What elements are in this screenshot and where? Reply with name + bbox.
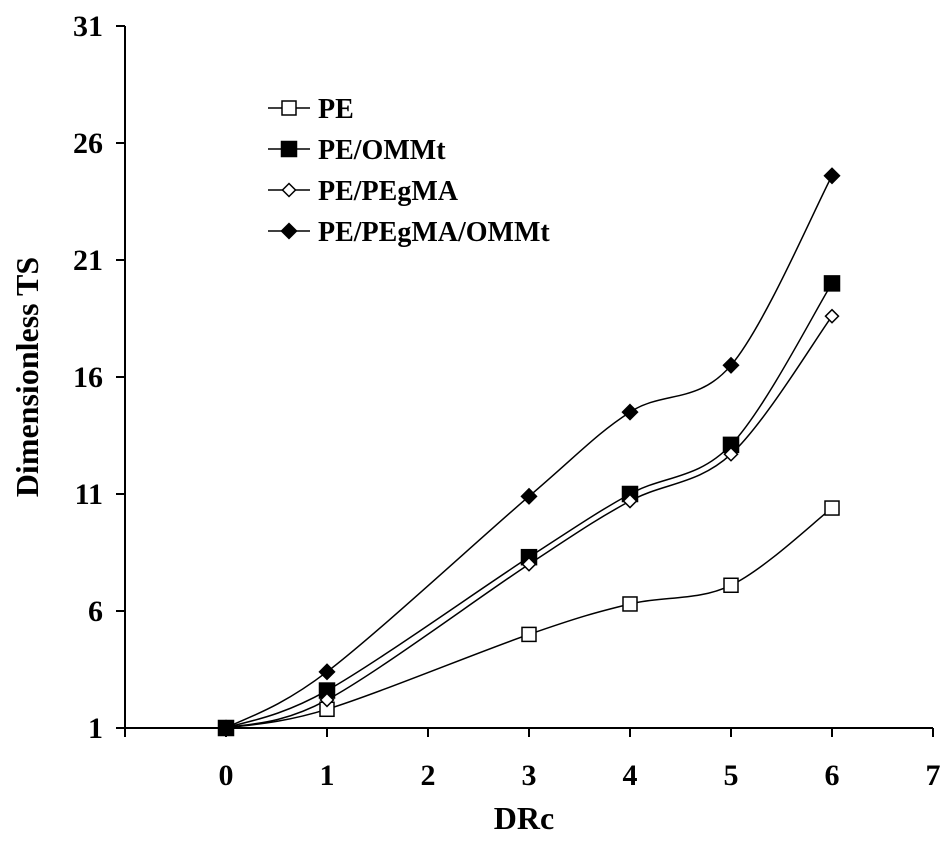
- y-tick-label: 26: [73, 127, 103, 160]
- data-point: [521, 626, 537, 643]
- data-point: [824, 500, 840, 516]
- series-markers: [217, 167, 841, 737]
- data-point: [823, 167, 841, 185]
- legend-label: PE/PEgMA/OMMt: [318, 217, 550, 248]
- data-point: [520, 487, 538, 505]
- data-point: [722, 356, 740, 374]
- series-line-3: [225, 175, 833, 729]
- data-point: [723, 577, 739, 594]
- data-point: [622, 596, 638, 612]
- data-point: [622, 493, 638, 509]
- legend-marker: [281, 182, 297, 198]
- x-tick-label: 3: [522, 759, 537, 792]
- y-axis-title: Dimensionless TS: [9, 257, 45, 497]
- x-axis-title: DRc: [494, 800, 554, 836]
- y-tick-label: 21: [73, 244, 103, 277]
- legend-marker: [280, 140, 298, 158]
- legend-label: PE/PEgMA: [318, 176, 459, 207]
- x-tick-label: 2: [421, 759, 436, 792]
- data-point: [318, 663, 336, 681]
- data-point: [319, 692, 335, 708]
- y-tick-label: 31: [73, 10, 103, 43]
- x-tick-label: 7: [926, 759, 941, 792]
- data-point: [621, 403, 639, 421]
- y-tick-label: 16: [73, 361, 103, 394]
- y-tick-label: 1: [88, 712, 103, 745]
- x-tick-label: 4: [623, 759, 638, 792]
- data-point: [217, 719, 235, 737]
- x-tick-label: 0: [219, 759, 234, 792]
- legend-marker: [280, 222, 298, 240]
- series-line-0: [225, 507, 833, 729]
- y-tick-label: 6: [88, 595, 103, 628]
- axes: [124, 26, 933, 729]
- x-tick-label: 1: [320, 759, 335, 792]
- legend-label: PE: [318, 94, 354, 125]
- series-line-1: [225, 283, 833, 729]
- legend: PE PE/OMMt PE/PEgMA PE/PEgMA/OMMt: [268, 94, 550, 248]
- data-point: [521, 556, 537, 572]
- x-ticks: 0 1 2 3 4 5 6 7: [124, 728, 941, 792]
- data-point: [823, 275, 841, 292]
- y-tick-label: 11: [75, 478, 103, 511]
- series-line-2: [225, 315, 833, 729]
- data-point: [723, 446, 739, 462]
- data-point: [824, 308, 840, 324]
- legend-label: PE/OMMt: [318, 135, 446, 166]
- x-tick-label: 5: [724, 759, 739, 792]
- legend-marker: [281, 100, 297, 116]
- series-lines: [225, 175, 833, 729]
- x-tick-label: 6: [825, 759, 840, 792]
